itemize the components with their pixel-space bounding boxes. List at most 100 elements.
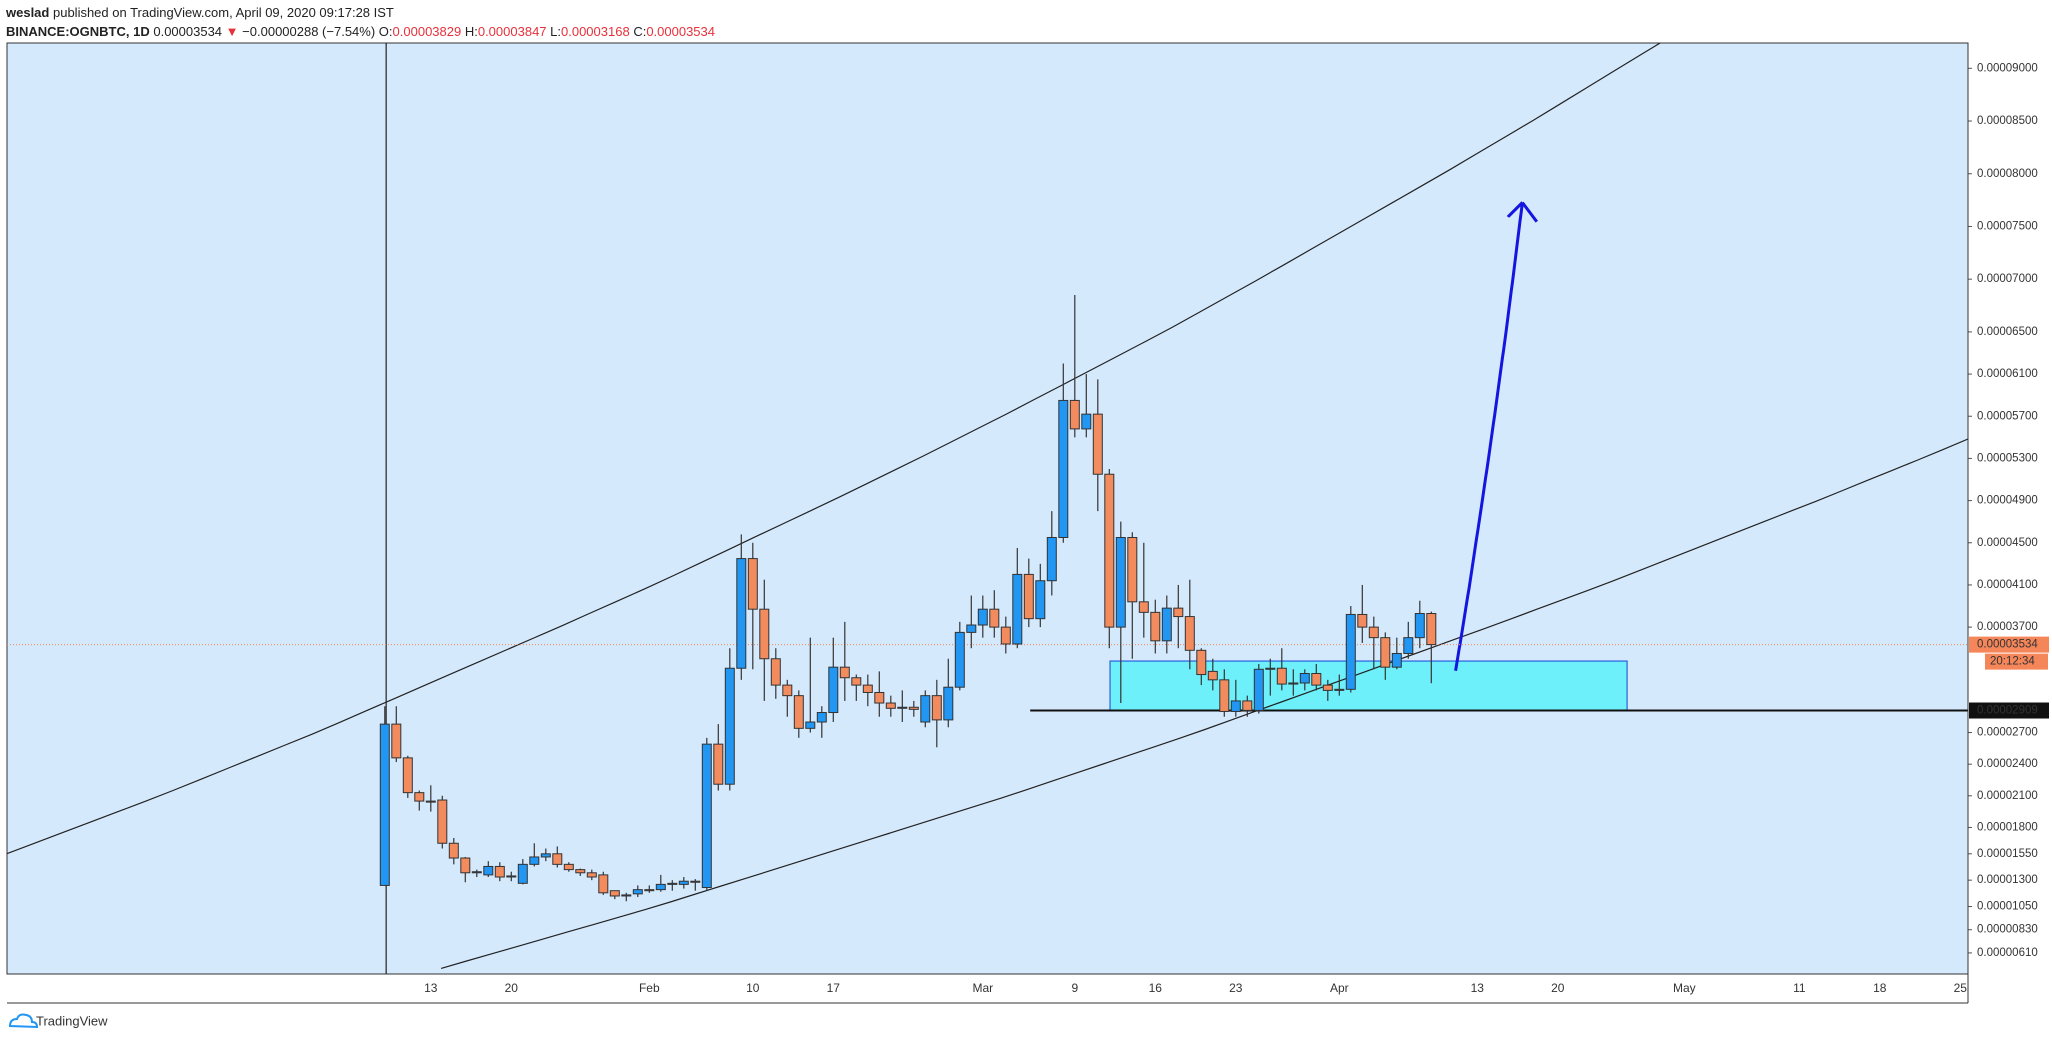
header-line-2: BINANCE:OGNBTC, 1D 0.00003534 ▼ −0.00000… — [6, 22, 715, 41]
y-tick-label: 0.00007500 — [1977, 220, 2038, 232]
candle-body — [494, 865, 505, 878]
candle-body — [701, 743, 712, 889]
candle-body — [851, 677, 862, 686]
candle-body — [552, 853, 563, 865]
candle-body — [1104, 473, 1115, 628]
candle-body — [632, 889, 643, 895]
candle-body — [1173, 607, 1184, 618]
time-axis — [7, 975, 1968, 1003]
ohlc-value: 0.00003829 — [392, 24, 462, 39]
y-tick-label: 0.00004100 — [1977, 579, 2038, 591]
candle-body — [1092, 413, 1103, 475]
candle-body — [598, 874, 609, 894]
candle-body — [1380, 637, 1391, 668]
candle-body — [1311, 673, 1322, 686]
ohlc-label: H: — [464, 24, 478, 39]
ohlc-value: 0.00003534 — [646, 24, 715, 39]
candle-body — [920, 695, 931, 723]
candle-body — [563, 863, 574, 871]
ohlc-label: L: — [550, 24, 561, 39]
arrow-head — [1506, 201, 1524, 218]
ohlc-label: O: — [378, 24, 393, 39]
candle-body — [782, 684, 793, 697]
candle-body — [908, 706, 919, 710]
y-tick-label: 0.00004900 — [1977, 495, 2038, 507]
candle-body — [1138, 601, 1149, 613]
candle-body — [1115, 536, 1126, 628]
candle-body — [379, 723, 390, 886]
x-tick-label: Mar — [972, 981, 993, 995]
candle-body — [1207, 670, 1218, 681]
candle-body — [1414, 613, 1425, 639]
candle-body — [621, 894, 632, 897]
y-tick-label: 0.00006100 — [1977, 368, 2038, 380]
candle-body — [609, 890, 620, 897]
x-tick-label: 20 — [505, 981, 519, 995]
y-tick-label: 0.00004500 — [1977, 537, 2038, 549]
x-tick-label: Feb — [639, 981, 660, 995]
candles — [379, 294, 1437, 902]
ohlc-value: 0.00003168 — [561, 24, 630, 39]
y-tick-label: 0.00003700 — [1977, 621, 2038, 633]
published: published on TradingView.com, April 09, … — [52, 5, 394, 20]
candle-body — [713, 743, 724, 785]
candle-body — [1242, 700, 1253, 711]
y-tick-label: 0.00001800 — [1977, 821, 2038, 833]
candle-body — [425, 800, 436, 803]
y-tick-label: 0.00002700 — [1977, 727, 2038, 739]
brand: TradingView — [36, 1013, 108, 1028]
candle-body — [1184, 616, 1195, 651]
candle-body — [931, 695, 942, 721]
candle-body — [678, 880, 689, 885]
candle-body — [885, 702, 896, 709]
arrow-head — [1521, 201, 1538, 223]
candle-body — [1150, 611, 1161, 642]
candle-body — [1368, 626, 1379, 639]
candle-body — [724, 667, 735, 785]
candle-body — [736, 558, 747, 669]
x-tick-label: 23 — [1229, 981, 1243, 995]
candle-body — [517, 863, 528, 884]
price-line-tag — [1969, 702, 2049, 719]
footer: TradingView — [8, 1013, 108, 1028]
x-tick-label: 17 — [827, 981, 841, 995]
candle-body — [1023, 573, 1034, 620]
x-tick-label: Apr — [1330, 981, 1349, 995]
x-tick-label: May — [1673, 981, 1696, 995]
header-line-1: weslad published on TradingView.com, Apr… — [6, 3, 715, 22]
y-tick-label: 0.00005700 — [1977, 410, 2038, 422]
candle-body — [1081, 413, 1092, 430]
last-price-tag — [1969, 636, 2049, 653]
x-tick-label: 16 — [1149, 981, 1163, 995]
candle-body — [793, 695, 804, 729]
price-line-label: 0.00002909 — [1977, 705, 2038, 717]
candle-body — [1046, 536, 1057, 582]
candle-body — [1253, 668, 1264, 711]
candle-body — [1000, 626, 1011, 645]
ohlc-label: C: — [633, 24, 647, 39]
price-axis — [1969, 43, 2052, 974]
header: weslad published on TradingView.com, Apr… — [6, 3, 715, 41]
candle-body — [747, 558, 758, 610]
candle-body — [1265, 667, 1276, 670]
candle-body — [448, 842, 459, 859]
candle-body — [471, 871, 482, 874]
y-tick-label: 0.00007000 — [1977, 273, 2038, 285]
candle-body — [1345, 613, 1356, 690]
y-tick-label: 0.00009000 — [1977, 62, 2038, 74]
candle-body — [575, 869, 586, 874]
candle-body — [667, 882, 678, 885]
candle-body — [437, 799, 448, 844]
channel-lower — [440, 438, 1968, 969]
y-tick-label: 0.00002100 — [1977, 790, 2038, 802]
countdown: 20:12:34 — [1990, 656, 2035, 668]
candle-body — [1299, 673, 1310, 684]
candle-body — [1334, 688, 1345, 691]
candle-body — [1391, 652, 1402, 668]
axes: 0.00009000 0.00008500 0.00008000 0.00007500… — [7, 43, 2052, 1004]
candle-body — [1288, 682, 1299, 685]
candle-body — [414, 792, 425, 802]
y-tick-label: 0.00008500 — [1977, 115, 2038, 127]
x-tick-label: 10 — [746, 981, 760, 995]
